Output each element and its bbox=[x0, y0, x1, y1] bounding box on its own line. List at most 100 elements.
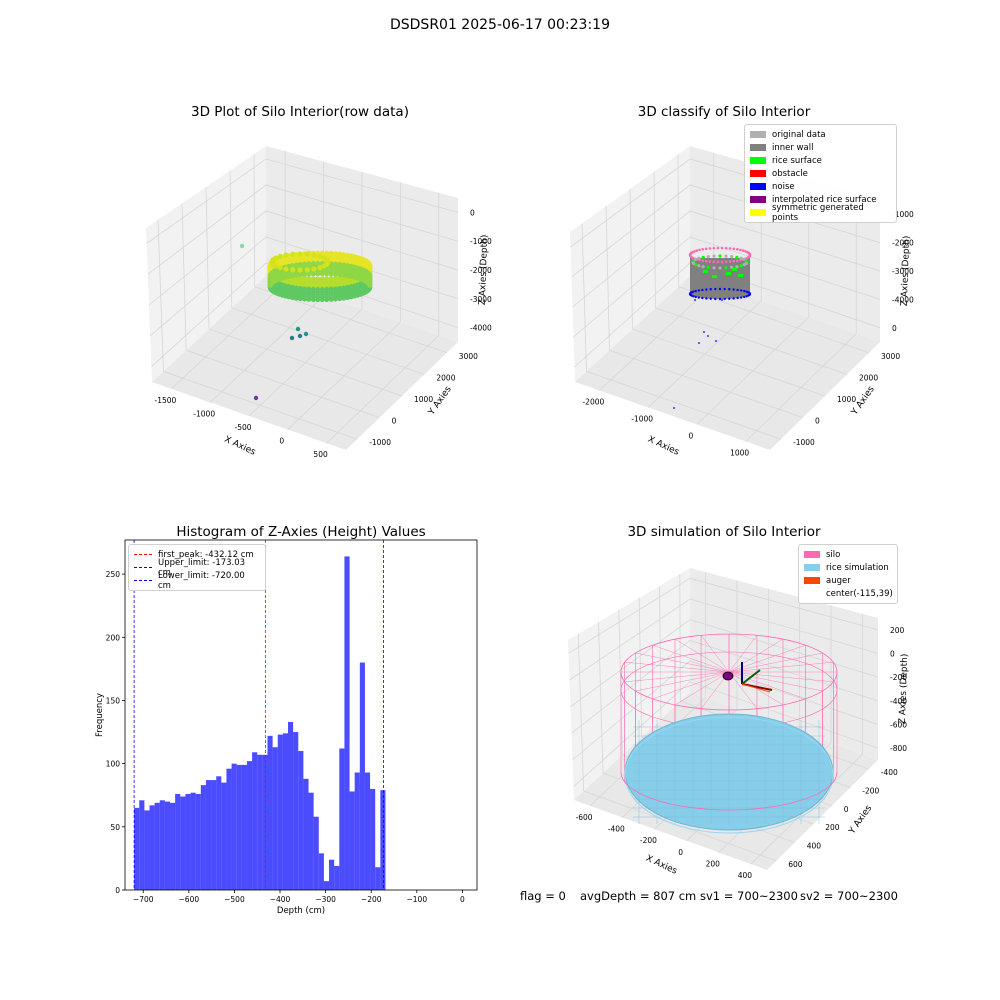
x-tick-label: 0 bbox=[678, 848, 683, 857]
symmetric-point bbox=[695, 249, 699, 252]
noise-point bbox=[692, 295, 695, 298]
z-tick-label: -3000 bbox=[892, 267, 914, 276]
legend-label: silo bbox=[826, 549, 841, 560]
back-left-pane bbox=[570, 146, 690, 382]
grid-line bbox=[586, 371, 782, 440]
z-tick-label: 0 bbox=[892, 324, 897, 333]
silo-wire bbox=[728, 671, 823, 692]
grid-line bbox=[149, 236, 459, 337]
z-tick-label: 0 bbox=[890, 650, 895, 659]
symmetric-point bbox=[736, 247, 739, 251]
rice-surface-point bbox=[724, 254, 728, 258]
histogram-bar bbox=[380, 790, 386, 890]
noise-point bbox=[698, 342, 700, 344]
legend-swatch bbox=[750, 157, 766, 164]
y-tick-label: 0 bbox=[115, 886, 120, 895]
histogram-bar bbox=[252, 752, 258, 890]
noise-point bbox=[709, 288, 712, 291]
histogram-bar bbox=[216, 776, 222, 890]
rice-surface-point bbox=[694, 257, 698, 261]
x-tick-label: -600 bbox=[576, 813, 593, 822]
noise-point bbox=[743, 295, 746, 299]
panel-title-raw: 3D Plot of Silo Interior(row data) bbox=[191, 104, 409, 120]
noise-point bbox=[673, 407, 675, 409]
histogram-bar bbox=[257, 754, 263, 890]
noise-point bbox=[728, 297, 731, 300]
histogram-bar bbox=[329, 859, 335, 890]
grid-line bbox=[570, 619, 879, 707]
grid-line bbox=[186, 349, 380, 418]
histogram-bar bbox=[170, 802, 176, 890]
symmetric-point bbox=[698, 248, 701, 252]
histogram-bar bbox=[211, 780, 217, 890]
data-point bbox=[310, 271, 316, 277]
silo-wire bbox=[674, 671, 730, 706]
x-tick-label: -2000 bbox=[582, 398, 604, 407]
y-tick-label: 100 bbox=[106, 760, 121, 769]
histogram-bar bbox=[313, 816, 319, 890]
center-marker bbox=[722, 671, 734, 681]
histogram-bar bbox=[267, 735, 273, 890]
y-tick-label: -200 bbox=[862, 787, 879, 796]
histogram-bar bbox=[164, 801, 171, 890]
data-point bbox=[297, 251, 303, 257]
x-tick-label: 1000 bbox=[730, 449, 749, 458]
data-point bbox=[295, 326, 301, 332]
legend-label: center(-115,39) bbox=[826, 588, 893, 599]
y-direction-arrow bbox=[741, 669, 761, 685]
legend-swatch bbox=[804, 577, 820, 584]
rice-simulation-edge bbox=[624, 716, 834, 834]
rice-surface-point bbox=[735, 255, 739, 259]
rice-surface-point bbox=[744, 259, 748, 263]
histogram-bar bbox=[298, 751, 304, 890]
noise-point bbox=[714, 287, 717, 291]
data-point bbox=[297, 296, 303, 302]
x-tick-label: −500 bbox=[224, 895, 245, 904]
histogram-bar bbox=[149, 805, 155, 890]
y-tick-label: 150 bbox=[106, 696, 121, 705]
histogram-bar bbox=[205, 780, 212, 890]
histogram-bar bbox=[364, 772, 371, 890]
z-tick-label: -200 bbox=[890, 673, 907, 682]
data-point bbox=[293, 295, 299, 301]
histogram-bar bbox=[354, 772, 360, 890]
silo-wire bbox=[700, 635, 730, 673]
symmetric-point bbox=[712, 260, 716, 264]
legend-label: inner wall bbox=[772, 142, 814, 153]
z-tick-label: -2000 bbox=[892, 239, 914, 248]
symmetric-point bbox=[701, 247, 704, 251]
grid-line bbox=[568, 577, 879, 654]
symmetric-point bbox=[724, 246, 728, 250]
symmetric-point bbox=[736, 259, 739, 263]
noise-point bbox=[745, 290, 748, 293]
data-point bbox=[315, 297, 321, 303]
rice-surface-point bbox=[735, 265, 739, 269]
data-point bbox=[324, 257, 330, 263]
histogram-bar bbox=[175, 793, 181, 890]
data-point bbox=[321, 263, 327, 269]
z-tick-label: -4000 bbox=[470, 324, 492, 333]
legend-label: first_peak: -432.12 cm bbox=[158, 549, 254, 560]
plot-frame bbox=[124, 539, 478, 891]
data-point bbox=[297, 333, 303, 339]
histogram-bar bbox=[308, 792, 314, 890]
silo-wire bbox=[652, 644, 730, 673]
rice-surface-point bbox=[718, 266, 722, 270]
noise-point bbox=[718, 297, 722, 301]
z-tick-label: 0 bbox=[470, 208, 475, 217]
x-tick-label: -1500 bbox=[155, 396, 177, 405]
symmetric-point bbox=[712, 246, 716, 250]
legend-item: auger bbox=[804, 574, 892, 587]
silo-wire bbox=[624, 661, 730, 673]
rice-surface-point bbox=[701, 255, 705, 259]
noise-point bbox=[690, 291, 693, 294]
data-point bbox=[341, 272, 347, 278]
legend-swatch bbox=[750, 144, 766, 151]
data-point bbox=[277, 265, 283, 271]
y-tick-label: 1000 bbox=[414, 395, 433, 404]
x-axis-label: X Axies bbox=[223, 435, 258, 458]
noise-point bbox=[732, 297, 735, 300]
y-tick-label: 250 bbox=[106, 570, 121, 579]
data-point bbox=[319, 271, 325, 277]
data-point bbox=[337, 296, 343, 302]
